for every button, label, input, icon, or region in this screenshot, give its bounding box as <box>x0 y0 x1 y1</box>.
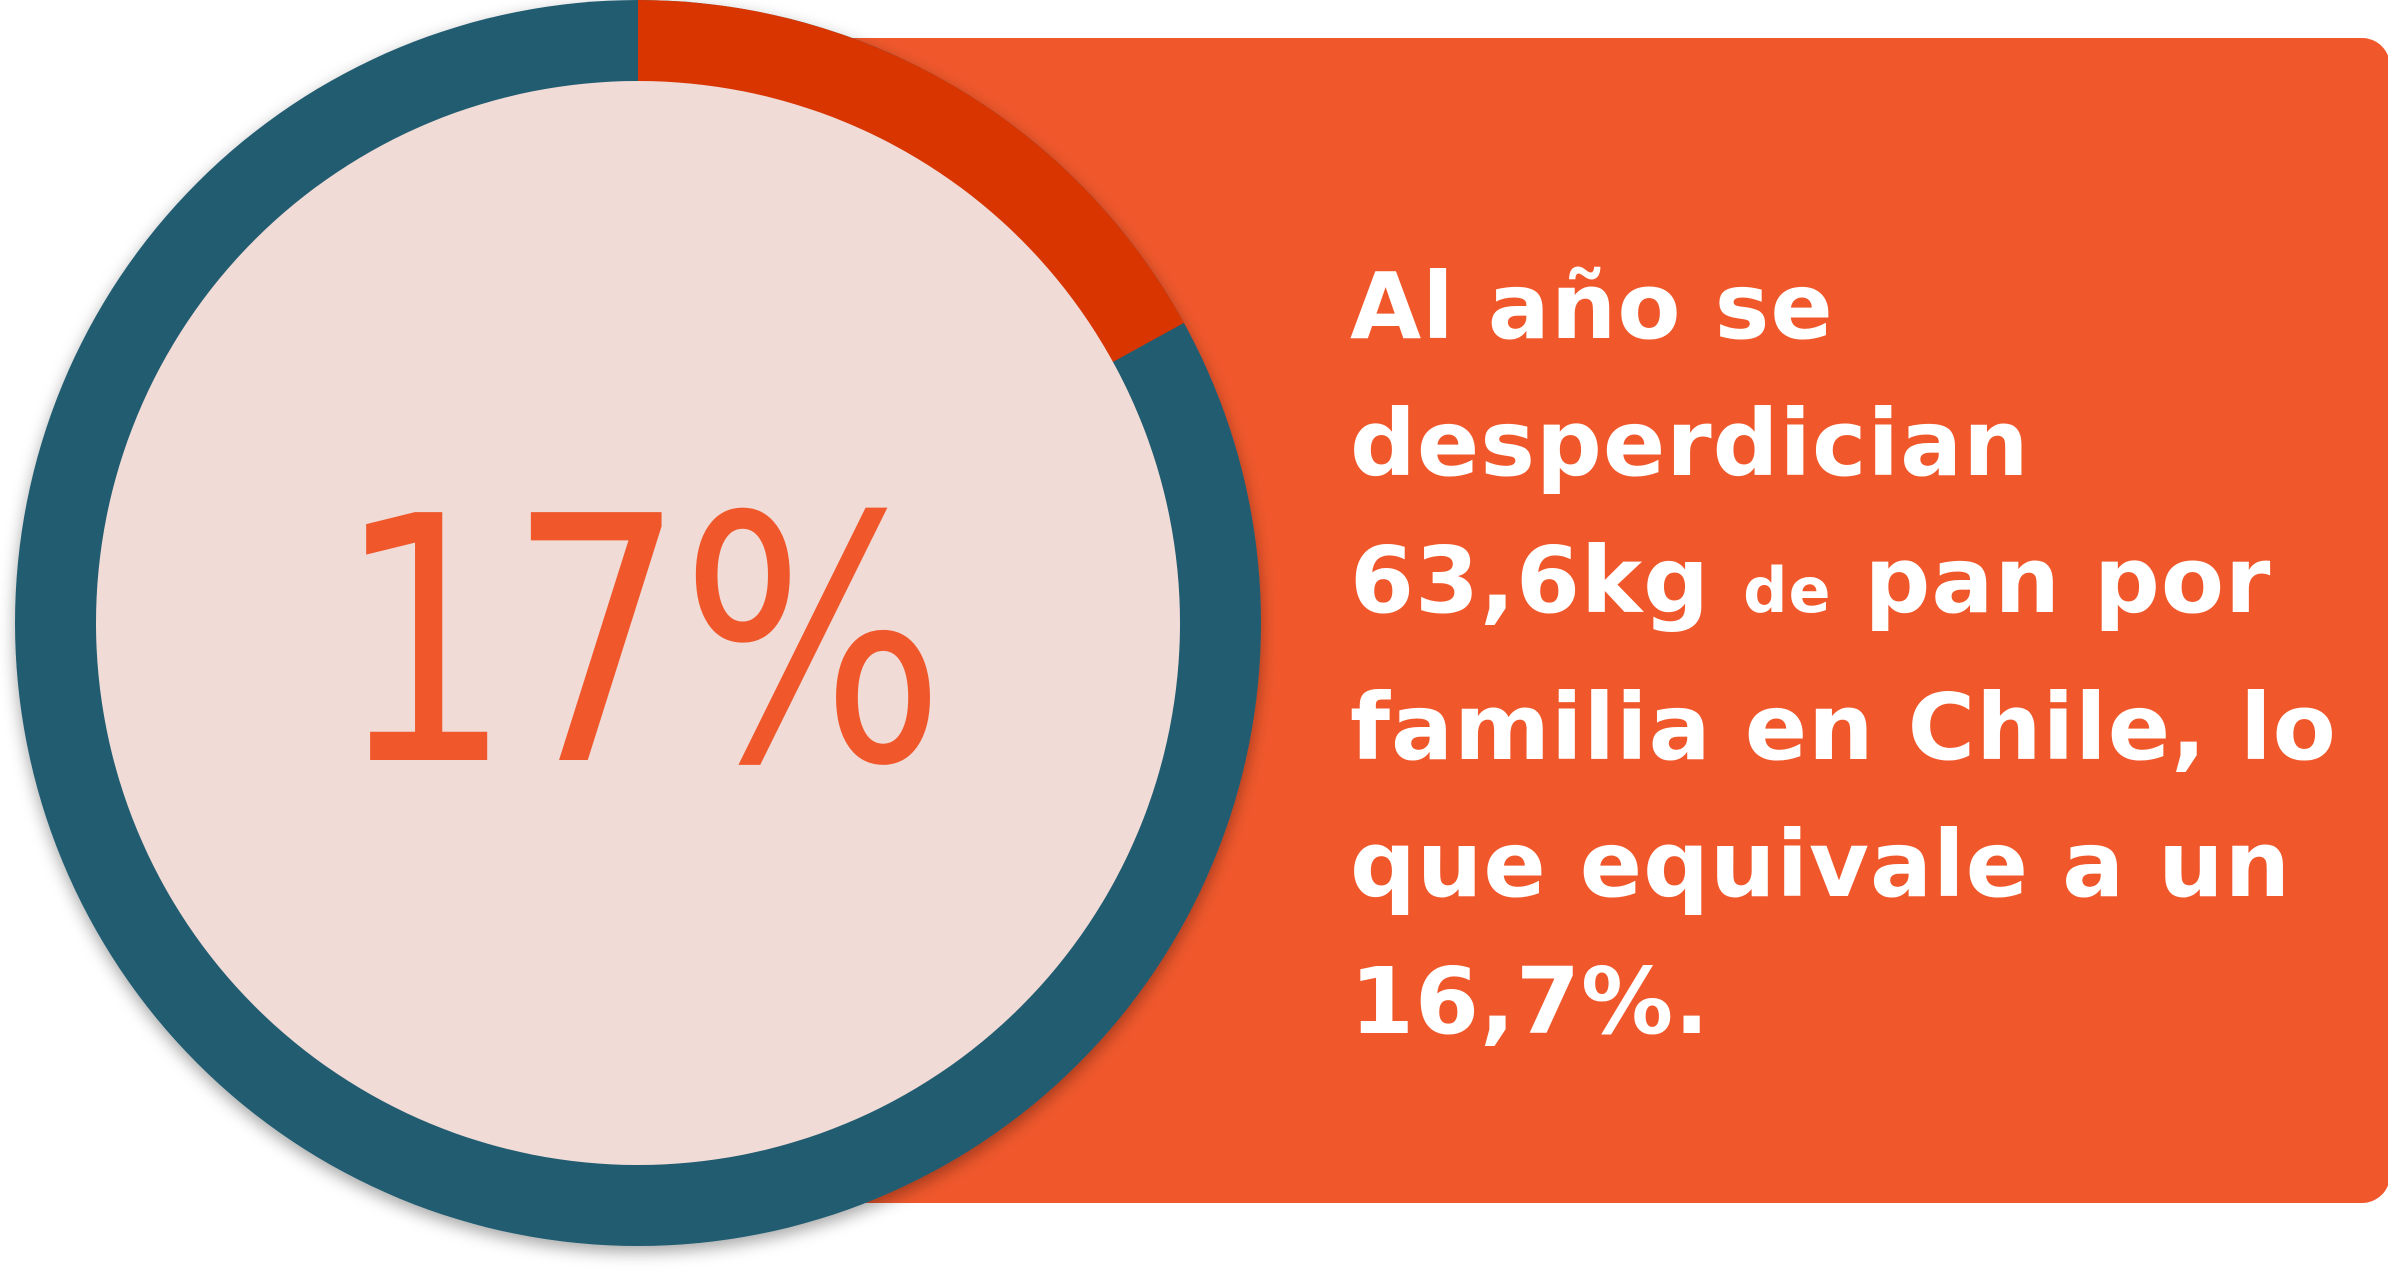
statement-part-3: pan por familia en Chile, lo que equival… <box>1350 527 2337 1055</box>
statement-part-2: de <box>1743 554 1832 627</box>
big-value-label: 17% <box>335 445 946 841</box>
statement-part-1: Al año se desperdician 63,6kg <box>1350 253 2030 634</box>
donut-center <box>96 81 1180 1165</box>
donut-chart <box>15 0 1261 1246</box>
statement-text: Al año se desperdician 63,6kg de pan por… <box>1350 238 2350 1070</box>
